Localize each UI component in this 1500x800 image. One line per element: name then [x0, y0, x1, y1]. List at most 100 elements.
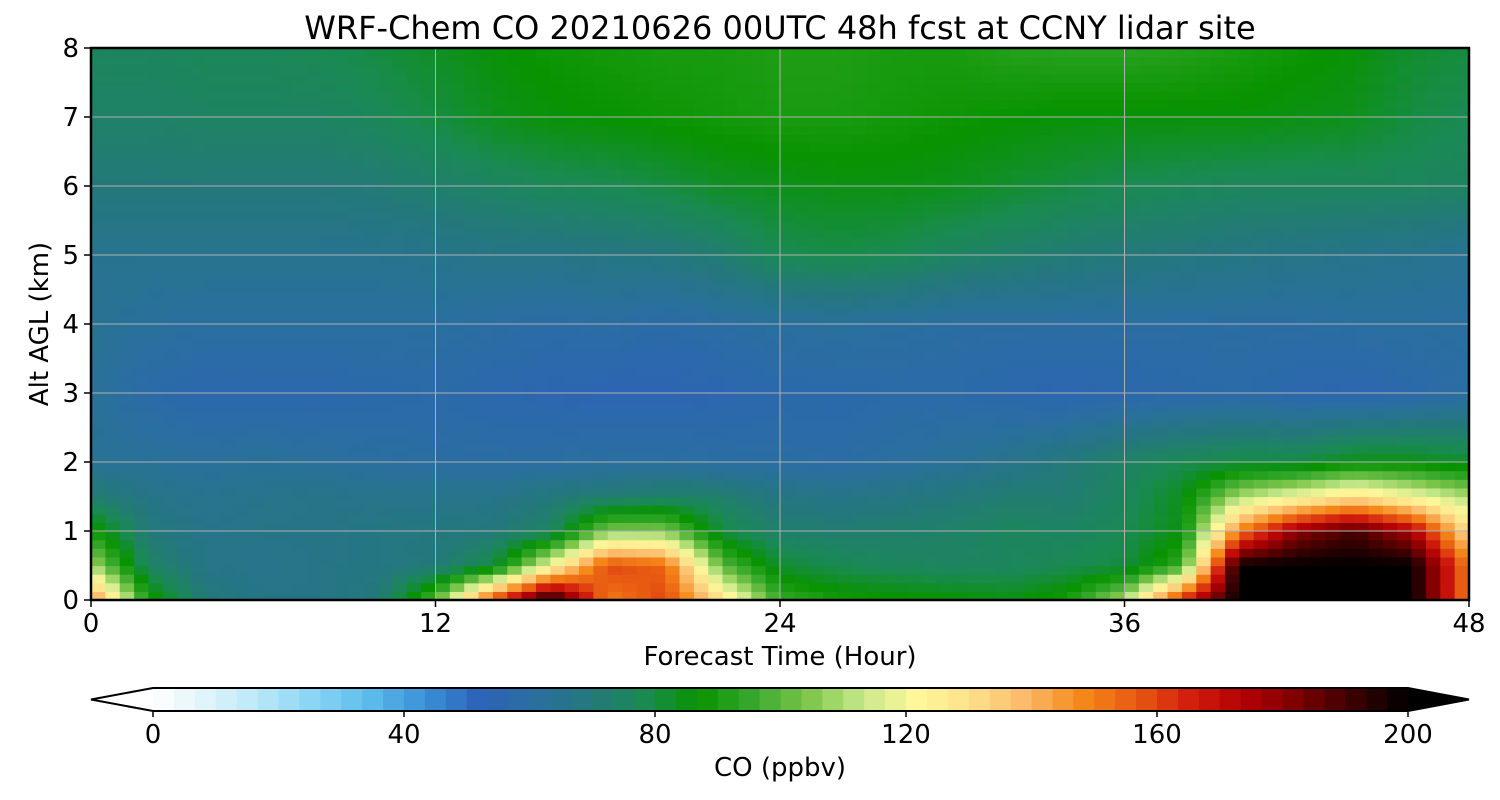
heatmap-cell	[134, 168, 150, 178]
heatmap-cell	[923, 556, 939, 567]
heatmap-cell	[1210, 487, 1226, 498]
heatmap-cell	[1196, 487, 1212, 498]
heatmap-cell	[1354, 539, 1370, 549]
heatmap-cell	[1138, 582, 1154, 592]
heatmap-cell	[1411, 531, 1427, 541]
heatmap-cell	[1253, 410, 1269, 420]
heatmap-cell	[507, 289, 523, 299]
heatmap-cell	[148, 367, 164, 377]
heatmap-cell	[794, 289, 810, 299]
heatmap-cell	[220, 324, 236, 334]
heatmap-cell	[1354, 324, 1370, 334]
heatmap-cell	[1454, 444, 1470, 454]
heatmap-cell	[995, 479, 1011, 489]
heatmap-cell	[808, 470, 824, 480]
heatmap-cell	[507, 470, 523, 480]
heatmap-cell	[162, 358, 178, 368]
heatmap-cell	[220, 229, 236, 239]
heatmap-cell	[851, 375, 867, 385]
heatmap-cell	[866, 280, 882, 291]
heatmap-cell	[1325, 349, 1341, 360]
heatmap-cell	[1095, 410, 1111, 420]
heatmap-cell	[808, 298, 824, 308]
heatmap-cell	[291, 341, 307, 351]
heatmap-cell	[1181, 444, 1197, 454]
heatmap-cell	[923, 280, 939, 291]
heatmap-cell	[722, 246, 738, 256]
heatmap-cell	[1124, 358, 1140, 368]
heatmap-cell	[1253, 160, 1269, 170]
heatmap-cell	[1024, 177, 1039, 187]
heatmap-cell	[277, 255, 293, 265]
heatmap-cell	[248, 427, 264, 437]
heatmap-cell	[91, 401, 106, 411]
heatmap-cell	[220, 367, 236, 377]
heatmap-cell	[1095, 496, 1111, 506]
heatmap-cell	[1024, 487, 1039, 498]
heatmap-cell	[177, 565, 193, 575]
heatmap-cell	[1224, 358, 1240, 368]
heatmap-cell	[435, 375, 451, 385]
heatmap-cell	[837, 556, 853, 567]
heatmap-cell	[1239, 298, 1255, 308]
heatmap-cell	[808, 574, 824, 584]
heatmap-cell	[808, 367, 824, 377]
heatmap-cell	[1411, 203, 1427, 213]
heatmap-cell	[909, 496, 925, 506]
heatmap-cell	[1110, 436, 1126, 446]
heatmap-cell	[1009, 211, 1025, 222]
heatmap-cell	[794, 496, 810, 506]
heatmap-cell	[1224, 556, 1240, 567]
heatmap-cell	[148, 513, 164, 523]
heatmap-cell	[1411, 263, 1427, 273]
heatmap-cell	[780, 255, 795, 265]
heatmap-cell	[220, 160, 236, 170]
heatmap-cell	[966, 194, 982, 204]
heatmap-cell	[291, 513, 307, 523]
heatmap-cell	[449, 186, 465, 196]
heatmap-cell	[1296, 401, 1312, 411]
heatmap-cell	[1167, 263, 1183, 273]
heatmap-cell	[507, 349, 523, 360]
heatmap-cell	[980, 237, 996, 247]
heatmap-cell	[134, 280, 150, 291]
heatmap-cell	[363, 220, 379, 230]
heatmap-cell	[1354, 229, 1370, 239]
heatmap-cell	[91, 229, 106, 239]
heatmap-cell	[851, 513, 867, 523]
heatmap-cell	[105, 418, 121, 429]
heatmap-cell	[378, 513, 394, 523]
heatmap-cell	[636, 324, 652, 334]
heatmap-cell	[1196, 479, 1212, 489]
heatmap-cell	[134, 513, 150, 523]
heatmap-cell	[1354, 246, 1370, 256]
heatmap-cell	[1081, 496, 1097, 506]
heatmap-cell	[1095, 462, 1111, 472]
heatmap-cell	[880, 229, 896, 239]
heatmap-cell	[1296, 505, 1312, 515]
heatmap-cell	[1397, 151, 1413, 161]
heatmap-cell	[1210, 151, 1226, 161]
heatmap-cell	[1454, 289, 1470, 299]
heatmap-cell	[1311, 203, 1327, 213]
heatmap-cell	[220, 513, 236, 523]
heatmap-cell	[579, 479, 594, 489]
heatmap-cell	[421, 565, 437, 575]
heatmap-cell	[162, 341, 178, 351]
heatmap-cell	[851, 289, 867, 299]
heatmap-cell	[622, 539, 638, 549]
heatmap-cell	[1153, 418, 1169, 429]
heatmap-cell	[980, 505, 996, 515]
heatmap-cell	[1339, 487, 1355, 498]
heatmap-cell	[1325, 341, 1341, 351]
heatmap-cell	[622, 401, 638, 411]
heatmap-cell	[823, 367, 839, 377]
heatmap-cell	[291, 263, 307, 273]
heatmap-cell	[650, 418, 666, 429]
heatmap-cell	[823, 315, 839, 325]
heatmap-cell	[220, 332, 236, 342]
heatmap-cell	[1354, 315, 1370, 325]
heatmap-cell	[464, 436, 480, 446]
heatmap-cell	[1239, 168, 1255, 178]
heatmap-cell	[550, 505, 566, 515]
